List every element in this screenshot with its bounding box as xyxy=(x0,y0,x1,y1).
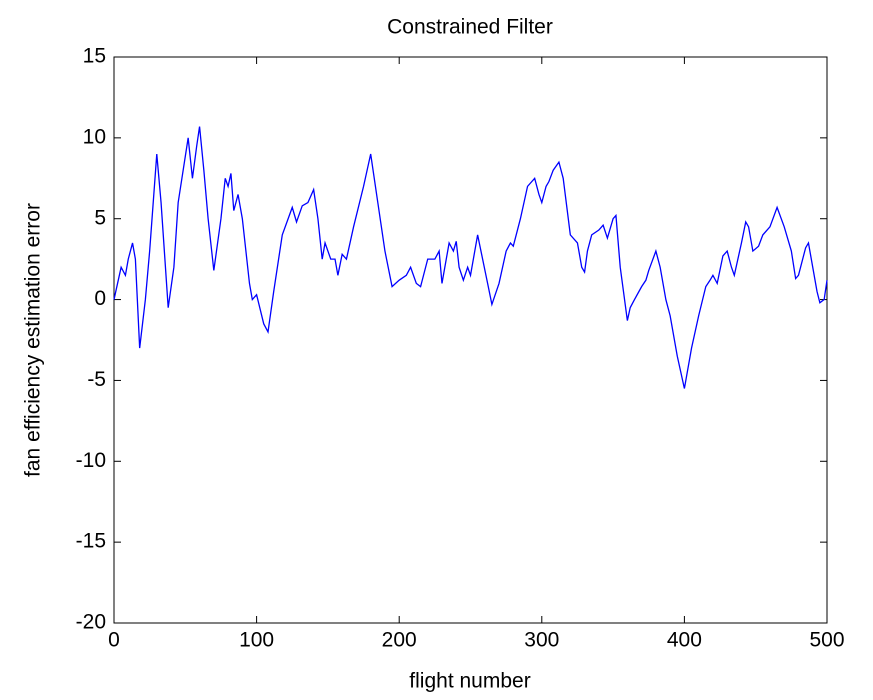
x-tick-label: 0 xyxy=(108,629,120,652)
y-tick-label: -10 xyxy=(76,449,106,472)
y-tick-label: -20 xyxy=(76,611,106,634)
y-tick-label: 10 xyxy=(83,125,106,148)
x-tick-label: 400 xyxy=(667,629,702,652)
y-tick-label: 15 xyxy=(83,45,106,68)
y-tick-label: -15 xyxy=(76,530,106,553)
y-tick-label: -5 xyxy=(87,368,106,391)
axes-box xyxy=(113,56,828,624)
x-tick-label: 100 xyxy=(239,629,274,652)
data-line xyxy=(113,126,828,389)
chart-title: Constrained Filter xyxy=(387,16,553,39)
x-tick-label: 500 xyxy=(809,629,844,652)
y-axis-label: fan efficiency estimation error xyxy=(22,203,45,477)
x-tick-label: 200 xyxy=(382,629,417,652)
y-tick-label: 5 xyxy=(94,206,106,229)
x-tick-label: 300 xyxy=(524,629,559,652)
x-axis-label: flight number xyxy=(409,670,530,693)
y-tick-label: 0 xyxy=(94,287,106,310)
